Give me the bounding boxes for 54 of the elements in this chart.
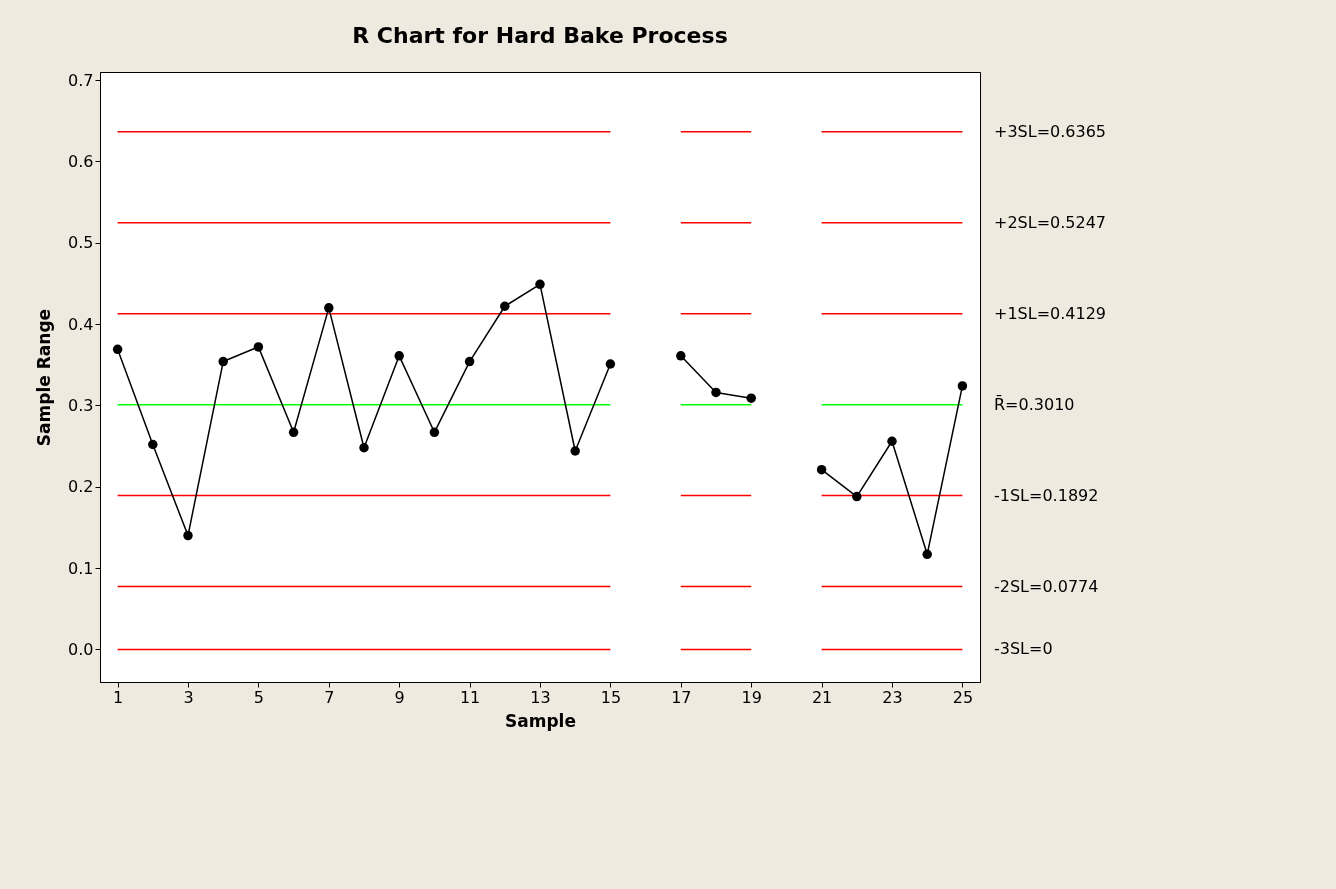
point: [922, 549, 932, 560]
series-label: -3SL=0: [994, 639, 1053, 659]
point: [570, 446, 580, 456]
x-tick-label: 1: [113, 687, 124, 707]
point: [218, 356, 228, 367]
y-tick-label: 0.3: [68, 395, 94, 415]
point: [605, 359, 616, 369]
point: [464, 356, 475, 367]
point: [711, 387, 721, 398]
x-tick-label: 11: [459, 687, 481, 707]
series-label: +2SL=0.5247: [994, 212, 1107, 232]
point: [359, 443, 369, 453]
y-tick-label: 0.6: [68, 151, 94, 171]
point: [500, 301, 510, 311]
x-tick-label: 25: [952, 687, 974, 707]
y-tick-label: 0.0: [68, 639, 94, 659]
series-label: R̄=0.3010: [994, 394, 1075, 414]
x-axis-title: Sample: [505, 710, 576, 731]
point: [816, 464, 827, 475]
series-label: -2SL=0.0774: [994, 576, 1099, 596]
point: [957, 381, 968, 391]
point: [148, 439, 158, 450]
point: [288, 427, 299, 438]
x-tick-label: 19: [741, 687, 762, 707]
x-tick-label: 3: [183, 687, 194, 707]
point: [394, 351, 404, 361]
x-tick-label: 9: [394, 687, 405, 707]
chart-title: R Chart for Hard Bake Process: [352, 23, 728, 48]
x-tick-label: 5: [253, 687, 264, 707]
y-tick-label: 0.1: [68, 558, 94, 578]
y-tick-label: 0.2: [68, 477, 94, 497]
y-axis-title: Sample Range: [34, 308, 55, 447]
y-tick-label: 0.7: [68, 70, 94, 90]
point: [887, 436, 897, 446]
x-tick-label: 15: [600, 687, 622, 707]
point: [852, 491, 862, 502]
point: [324, 303, 334, 313]
point: [535, 279, 545, 290]
series-label: +1SL=0.4129: [994, 303, 1107, 323]
y-tick-label: 0.4: [68, 314, 94, 334]
x-tick-label: 7: [324, 687, 335, 707]
x-tick-label: 23: [882, 687, 903, 707]
point: [746, 393, 756, 403]
series-label: -1SL=0.1892: [994, 485, 1099, 505]
x-tick-label: 17: [671, 687, 692, 707]
x-tick-label: 13: [530, 687, 551, 707]
y-tick-label: 0.5: [68, 233, 94, 253]
point: [112, 344, 123, 355]
series-label: +3SL=0.6365: [994, 121, 1107, 141]
x-tick-label: 21: [811, 687, 833, 707]
point: [183, 530, 193, 541]
point: [676, 351, 686, 361]
point: [253, 342, 264, 352]
point: [429, 427, 440, 438]
